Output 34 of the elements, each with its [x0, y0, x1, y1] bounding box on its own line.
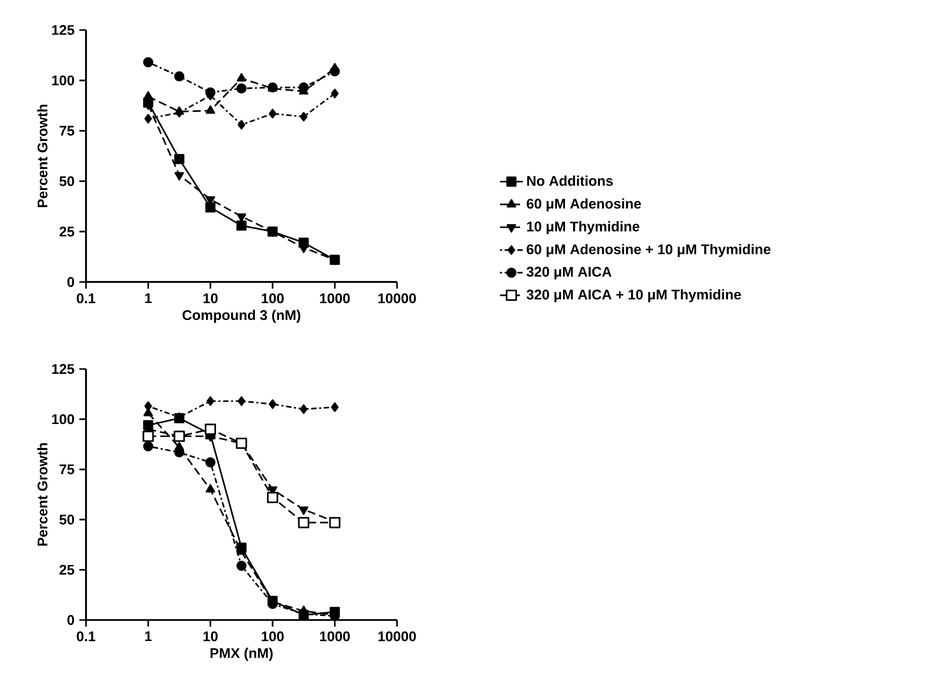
y-tick-label: 25: [60, 226, 74, 237]
x-tick-label: 0.1: [76, 631, 96, 642]
x-tick-label: 100: [262, 631, 284, 642]
x-tick-label: 10: [203, 631, 218, 642]
y-tick-label: 100: [52, 414, 74, 424]
x-tick-label: 1000: [320, 293, 350, 304]
legend-label: 320 μM AICA: [526, 266, 612, 280]
legend-label: 60 μM Adenosine: [526, 198, 641, 212]
x-tick-label: 1: [145, 631, 152, 642]
x-tick-label: 10: [203, 293, 218, 304]
legend-label: No Additions: [527, 176, 613, 186]
x-tick-label: 100: [262, 293, 284, 304]
y-tick-label: 0: [67, 615, 74, 625]
y-tick-label: 125: [52, 25, 74, 35]
y-tick-label: 75: [60, 126, 74, 136]
y-axis-title: Percent Growth: [37, 443, 48, 546]
y-tick-label: 75: [60, 464, 74, 474]
y-tick-label: 0: [67, 277, 74, 287]
x-tick-label: 0.1: [76, 293, 96, 304]
x-tick-label: 1: [145, 293, 152, 304]
y-tick-label: 25: [60, 564, 74, 575]
y-axis-title: Percent Growth: [37, 104, 48, 208]
y-tick-label: 50: [60, 176, 74, 186]
y-tick-label: 100: [52, 75, 74, 86]
x-tick-label: 1000: [320, 631, 350, 642]
legend-label: 10 μM Thymidine: [527, 221, 640, 234]
y-tick-label: 50: [60, 514, 74, 525]
legend-label: 320 μM AICA + 10 μM Thymidine: [526, 289, 741, 302]
x-tick-label: 10000: [378, 631, 416, 642]
x-axis-title: PMX (nM): [210, 648, 273, 661]
x-axis-title: Compound 3 (nM): [182, 310, 300, 323]
x-tick-label: 10000: [378, 293, 416, 304]
y-tick-label: 125: [52, 364, 74, 374]
legend-label: 60 μM Adenosine + 10 μM Thymidine: [526, 244, 770, 258]
